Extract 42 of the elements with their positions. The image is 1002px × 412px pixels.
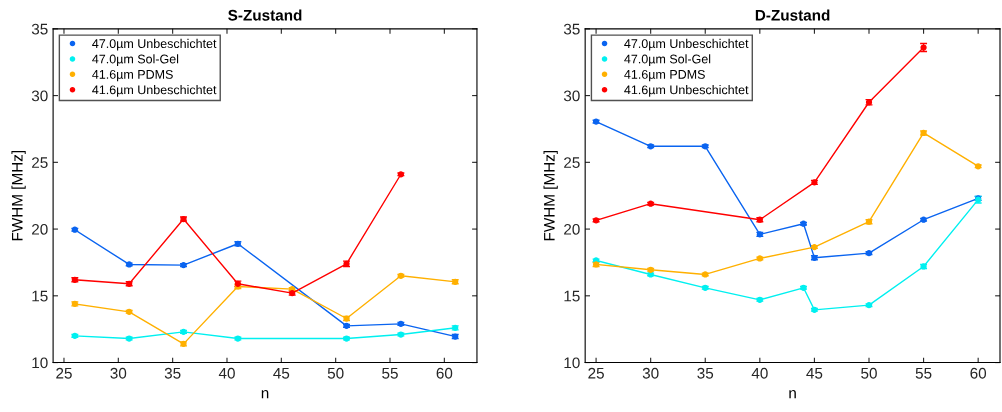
y-tick-label: 20 bbox=[32, 223, 48, 235]
x-tick-label: 35 bbox=[697, 367, 714, 379]
legend-label: 47.0µm Sol-Gel bbox=[92, 54, 179, 66]
y-tick-label: 20 bbox=[564, 223, 580, 235]
legend-label: 41.6µm PDMS bbox=[624, 69, 705, 82]
y-axis-title: FWHM [MHz] bbox=[11, 150, 26, 241]
x-tick-label: 35 bbox=[164, 367, 181, 379]
x-tick-label: 60 bbox=[970, 367, 987, 379]
x-tick-label: 30 bbox=[642, 367, 659, 379]
x-tick-label: 30 bbox=[110, 367, 127, 379]
x-tick-label: 25 bbox=[56, 367, 72, 379]
legend-label: 47.0µm Unbeschichtet bbox=[92, 38, 217, 51]
y-axis-title: FWHM [MHz] bbox=[543, 150, 558, 241]
x-tick-label: 40 bbox=[751, 367, 768, 379]
x-tick-label: 55 bbox=[915, 367, 932, 379]
y-tick-label: 35 bbox=[31, 23, 48, 35]
y-tick-label: 35 bbox=[563, 23, 580, 35]
legend-label: 47.0µm Unbeschichtet bbox=[624, 38, 749, 51]
chart-title: D-Zustand bbox=[755, 9, 830, 21]
x-tick-label: 40 bbox=[218, 367, 235, 379]
x-tick-label: 55 bbox=[382, 367, 398, 379]
x-tick-label: 45 bbox=[806, 367, 823, 379]
x-axis-title: n bbox=[261, 390, 269, 399]
legend-label: 41.6µm PDMS bbox=[92, 69, 173, 82]
legend-label: 47.0µm Sol-Gel bbox=[624, 54, 711, 66]
x-tick-label: 50 bbox=[861, 367, 877, 379]
y-tick-label: 15 bbox=[564, 290, 580, 302]
legend-label: 41.6µm Unbeschichtet bbox=[624, 85, 749, 97]
y-tick-label: 25 bbox=[564, 157, 580, 169]
chart-title: S-Zustand bbox=[228, 9, 302, 21]
y-tick-label: 10 bbox=[32, 357, 48, 369]
x-tick-label: 45 bbox=[273, 367, 290, 379]
x-tick-label: 60 bbox=[436, 367, 453, 379]
y-tick-label: 30 bbox=[563, 90, 580, 102]
y-tick-label: 30 bbox=[31, 90, 48, 102]
y-tick-label: 15 bbox=[32, 290, 48, 302]
x-tick-label: 25 bbox=[588, 367, 604, 379]
y-tick-label: 25 bbox=[32, 157, 48, 169]
x-tick-label: 50 bbox=[327, 367, 344, 379]
x-axis-title: n bbox=[789, 390, 796, 399]
legend-label: 41.6µm Unbeschichtet bbox=[92, 85, 217, 97]
y-tick-label: 10 bbox=[564, 357, 580, 369]
